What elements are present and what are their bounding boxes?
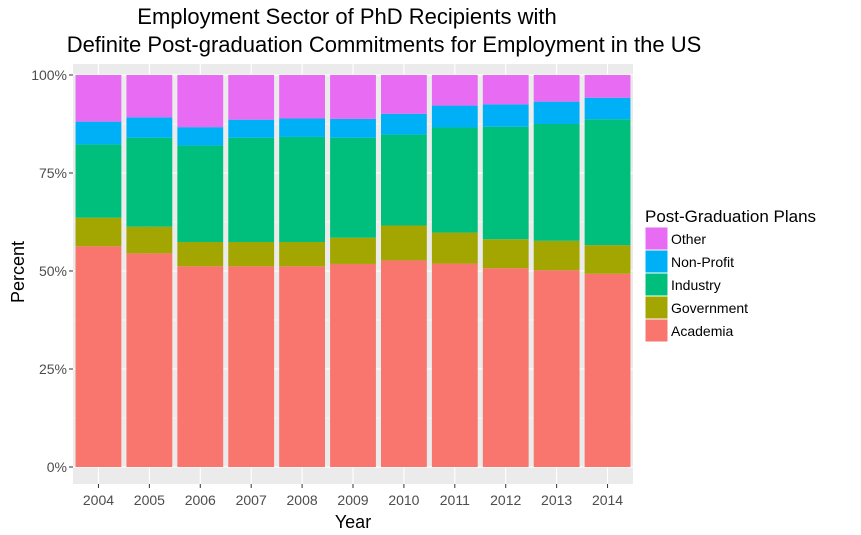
- legend-swatch-other: [645, 227, 668, 250]
- x-axis-title: Year: [335, 512, 371, 532]
- bar-segment-government: [584, 245, 631, 274]
- bar-segment-non-profit: [228, 119, 275, 138]
- bar-segment-academia: [533, 270, 580, 467]
- bar-segment-industry: [126, 137, 173, 227]
- bar-segment-industry: [279, 136, 325, 242]
- bar-segment-government: [482, 239, 529, 269]
- bar-segment-academia: [330, 263, 376, 467]
- bar-segment-government: [279, 241, 325, 267]
- bar-segment-industry: [584, 119, 631, 246]
- legend-title: Post-Graduation Plans: [645, 207, 816, 226]
- y-axis-title: Percent: [8, 241, 28, 303]
- legend-swatch-academia: [645, 319, 668, 342]
- bar-segment-academia: [279, 266, 325, 467]
- bar-segment-government: [381, 225, 427, 261]
- bar-segment-industry: [431, 127, 478, 233]
- bar-segment-other: [533, 75, 580, 102]
- bar-segment-academia: [177, 266, 224, 467]
- bar-segment-other: [177, 75, 224, 128]
- bar-segment-non-profit: [482, 104, 529, 127]
- bar-segment-non-profit: [279, 118, 325, 137]
- x-tick-label: 2007: [236, 492, 267, 508]
- legend-label-other: Other: [671, 231, 706, 247]
- legend-swatch-government: [645, 296, 668, 319]
- bar-segment-non-profit: [330, 118, 376, 138]
- bar-segment-academia: [126, 253, 173, 467]
- bar-segment-non-profit: [126, 117, 173, 138]
- legend-label-non-profit: Non-Profit: [671, 254, 734, 270]
- bar-segment-other: [228, 75, 275, 120]
- bar-segment-academia: [482, 268, 529, 467]
- x-axis: 2004 2005 2006 2007 2008 2009 2010 2011 2012 2013…: [83, 484, 623, 508]
- bar-segment-government: [126, 226, 173, 254]
- legend-label-academia: Academia: [671, 323, 733, 339]
- chart-title-line: Definite Post-graduation Commitments for…: [67, 32, 702, 57]
- x-tick-label: 2012: [490, 492, 521, 508]
- y-tick-label: 75%: [39, 165, 67, 181]
- bar-segment-industry: [228, 137, 275, 242]
- bars-group: [75, 75, 631, 467]
- x-tick-label: 2006: [185, 492, 216, 508]
- x-tick-label: 2011: [440, 492, 470, 508]
- bar-segment-industry: [482, 126, 529, 240]
- x-tick-label: 2008: [287, 492, 318, 508]
- bar-segment-other: [381, 75, 427, 114]
- bar-segment-non-profit: [584, 97, 631, 120]
- legend-swatch-industry: [645, 273, 668, 296]
- bar-segment-industry: [177, 145, 224, 242]
- bar-segment-non-profit: [431, 105, 478, 128]
- x-tick-label: 2005: [134, 492, 165, 508]
- legend-label-government: Government: [671, 300, 748, 316]
- bar-segment-government: [533, 240, 580, 271]
- bar-segment-government: [75, 217, 122, 247]
- chart-title-line: Employment Sector of PhD Recipients with: [137, 4, 556, 29]
- y-tick-label: 50%: [39, 263, 67, 279]
- bar-segment-non-profit: [75, 121, 122, 145]
- bar-segment-other: [584, 75, 631, 98]
- bar-segment-non-profit: [533, 101, 580, 124]
- bar-segment-other: [330, 75, 376, 119]
- y-tick-label: 100%: [31, 67, 67, 83]
- bar-segment-other: [279, 75, 325, 119]
- bar-segment-non-profit: [177, 127, 224, 146]
- legend-label-industry: Industry: [671, 277, 721, 293]
- bar-segment-other: [431, 75, 478, 106]
- bar-segment-academia: [228, 266, 275, 467]
- bar-segment-other: [75, 75, 122, 122]
- bar-segment-government: [228, 241, 275, 267]
- bar-segment-academia: [75, 246, 122, 467]
- bar-segment-non-profit: [381, 113, 427, 135]
- x-tick-label: 2009: [337, 492, 368, 508]
- y-tick-label: 25%: [39, 361, 67, 377]
- bar-segment-government: [431, 232, 478, 264]
- bar-segment-other: [482, 75, 529, 105]
- bar-segment-academia: [381, 260, 427, 467]
- x-tick-label: 2010: [388, 492, 419, 508]
- legend: Post-Graduation Plans Other Non-Profit Ind…: [644, 207, 816, 343]
- bar-segment-government: [330, 237, 376, 264]
- bar-segment-industry: [381, 134, 427, 226]
- chart-title: Employment Sector of PhD Recipients with…: [67, 4, 702, 57]
- y-axis: 0% 25% 50% 75% 100%: [31, 67, 73, 475]
- bar-segment-academia: [584, 273, 631, 467]
- bar-segment-industry: [330, 137, 376, 238]
- x-tick-label: 2014: [592, 492, 623, 508]
- bar-segment-other: [126, 75, 173, 118]
- bar-segment-industry: [75, 144, 122, 218]
- bar-segment-academia: [431, 263, 478, 467]
- legend-swatch-non-profit: [645, 250, 668, 273]
- bar-segment-government: [177, 241, 224, 267]
- x-tick-label: 2004: [83, 492, 114, 508]
- y-tick-label: 0%: [47, 459, 67, 475]
- bar-segment-industry: [533, 124, 580, 241]
- x-tick-label: 2013: [541, 492, 572, 508]
